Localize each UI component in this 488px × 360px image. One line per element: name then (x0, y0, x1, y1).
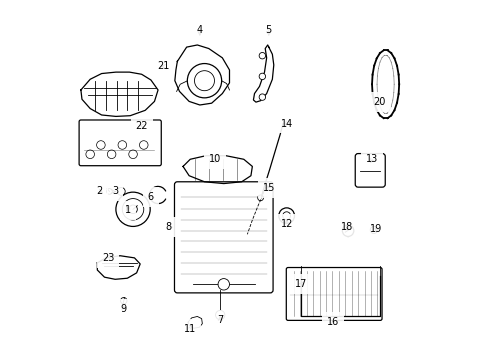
Circle shape (128, 150, 137, 158)
Ellipse shape (371, 49, 399, 119)
Polygon shape (188, 316, 202, 328)
Circle shape (117, 188, 125, 195)
FancyBboxPatch shape (285, 267, 381, 320)
Polygon shape (81, 72, 158, 116)
Circle shape (282, 212, 290, 220)
Text: 12: 12 (280, 219, 292, 229)
Text: 9: 9 (121, 304, 126, 314)
Text: 23: 23 (102, 253, 114, 263)
Circle shape (139, 141, 148, 149)
Circle shape (187, 64, 221, 98)
Text: 6: 6 (147, 192, 154, 202)
Circle shape (118, 141, 126, 149)
Text: 5: 5 (265, 25, 271, 35)
Circle shape (106, 189, 112, 194)
Circle shape (122, 199, 143, 220)
Circle shape (194, 71, 214, 91)
FancyBboxPatch shape (79, 120, 161, 166)
Circle shape (86, 150, 94, 158)
Text: 2: 2 (97, 186, 103, 197)
Text: 8: 8 (165, 222, 172, 232)
Text: 21: 21 (157, 62, 169, 71)
Text: 10: 10 (209, 154, 221, 164)
Circle shape (215, 310, 224, 320)
Text: 14: 14 (280, 118, 292, 129)
Text: 20: 20 (372, 97, 385, 107)
Text: 1: 1 (125, 205, 131, 215)
Text: 13: 13 (366, 154, 378, 164)
Circle shape (218, 279, 229, 290)
Circle shape (278, 208, 294, 224)
Text: 19: 19 (369, 224, 381, 234)
Circle shape (116, 192, 150, 226)
Polygon shape (253, 45, 273, 102)
Text: 16: 16 (326, 317, 339, 327)
Text: 15: 15 (262, 183, 274, 193)
Text: 17: 17 (294, 279, 306, 289)
Circle shape (107, 150, 116, 158)
Text: 7: 7 (217, 315, 223, 325)
Circle shape (342, 225, 353, 237)
Text: 11: 11 (183, 324, 196, 334)
Text: 22: 22 (135, 121, 147, 131)
Circle shape (259, 53, 265, 59)
Polygon shape (97, 256, 140, 279)
Circle shape (369, 226, 377, 234)
Circle shape (128, 205, 137, 213)
Polygon shape (183, 156, 252, 184)
Text: 4: 4 (196, 25, 203, 35)
Text: 18: 18 (341, 222, 353, 232)
FancyBboxPatch shape (174, 182, 272, 293)
FancyBboxPatch shape (354, 154, 385, 187)
Circle shape (259, 73, 265, 80)
Circle shape (97, 141, 105, 149)
Polygon shape (175, 45, 229, 105)
Text: 3: 3 (111, 186, 118, 197)
Circle shape (121, 297, 127, 304)
Circle shape (259, 94, 265, 100)
